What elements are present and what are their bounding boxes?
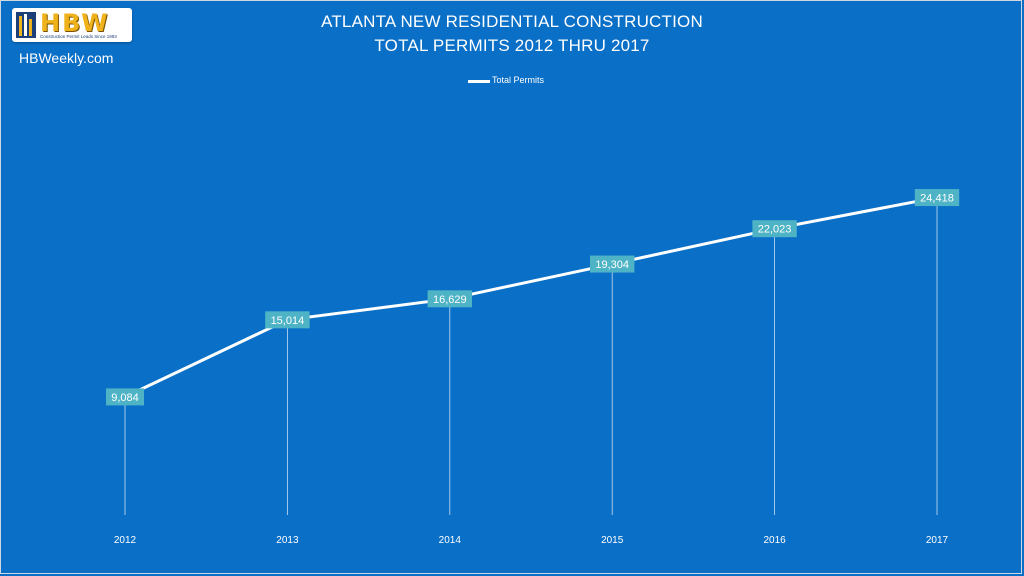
x-tick-label: 2016	[763, 535, 786, 546]
data-label-box	[427, 290, 472, 308]
data-label: 16,629	[433, 294, 467, 306]
series-line-total-permits	[123, 196, 939, 399]
x-tick-label: 2015	[601, 535, 624, 546]
chart-title: ATLANTA NEW RESIDENTIAL CONSTRUCTION	[321, 12, 703, 31]
legend-swatch	[468, 80, 490, 83]
hbw-logo: HBW Construction Permit Leads Since 1993	[12, 8, 132, 42]
x-tick-label: 2014	[439, 535, 462, 546]
logo-text: HBW	[40, 9, 110, 37]
data-label: 15,014	[271, 315, 305, 327]
site-link[interactable]: HBWeekly.com	[19, 50, 114, 66]
chart-subtitle: TOTAL PERMITS 2012 THRU 2017	[374, 36, 650, 55]
x-tick-label: 2017	[926, 535, 949, 546]
building-icon	[16, 12, 36, 38]
data-label-box	[265, 311, 310, 329]
data-label: 24,418	[920, 193, 954, 205]
data-label-box	[914, 189, 960, 207]
x-tick-label: 2012	[114, 535, 137, 546]
data-label: 22,023	[758, 224, 792, 236]
legend-label: Total Permits	[492, 75, 545, 85]
logo-tagline: Construction Permit Leads Since 1993	[40, 34, 117, 39]
data-label-box	[752, 220, 797, 238]
x-tick-label: 2013	[276, 535, 299, 546]
data-label-box	[590, 255, 635, 273]
data-label-box	[106, 388, 144, 406]
data-label: 9,084	[111, 392, 139, 404]
data-label: 19,304	[595, 259, 629, 271]
